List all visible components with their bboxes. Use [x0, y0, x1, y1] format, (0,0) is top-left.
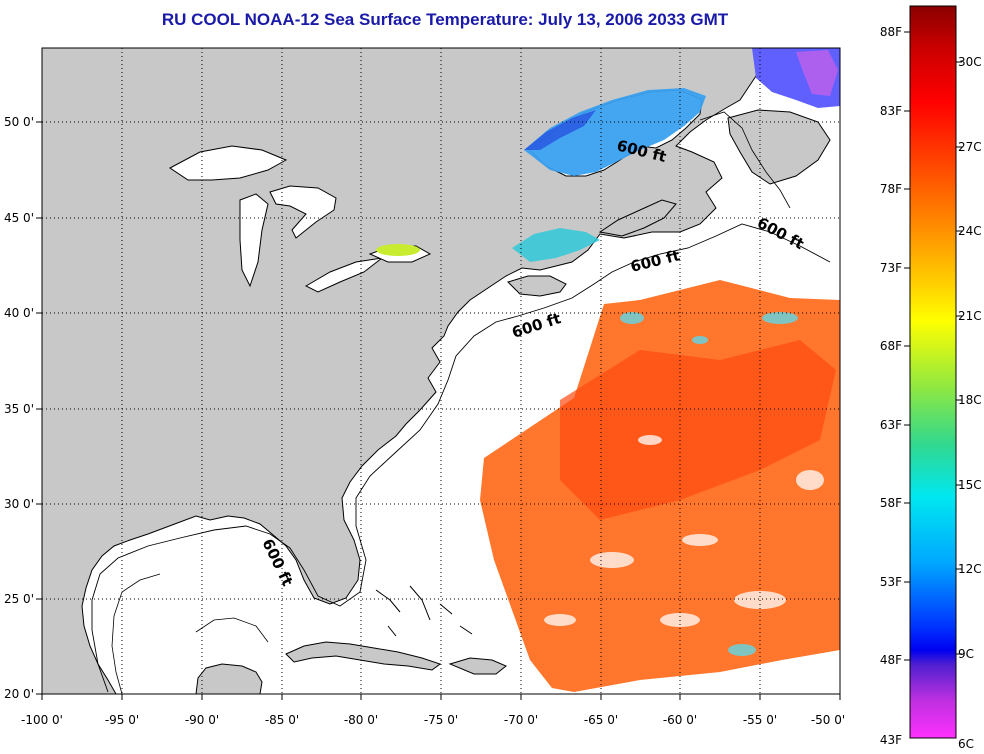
lon-label: -65 0'	[584, 713, 618, 727]
sst-map: -100 0' -95 0' -90 0' -85 0' -80 0' -75 …	[4, 47, 845, 727]
lat-label: 35 0'	[4, 402, 34, 416]
lon-label: -50 0'	[811, 713, 845, 727]
great-lakes	[169, 145, 432, 293]
land-north-america	[41, 47, 761, 695]
colorbar-f-label: 43F	[880, 733, 902, 747]
lon-label: -95 0'	[105, 713, 139, 727]
land-yucatan	[195, 663, 263, 695]
sst-st-lawrence-deep	[524, 110, 596, 150]
sst-st-lawrence	[524, 88, 706, 176]
colorbar-f-label: 48F	[880, 653, 902, 667]
land-hispaniola	[448, 657, 507, 675]
sst-swath-patch	[560, 340, 836, 520]
colorbar-f-label: 63F	[880, 418, 902, 432]
sst-gulf-maine	[512, 228, 600, 262]
colorbar-c-label: 6C	[958, 737, 974, 751]
colorbar-c-label: 21C	[958, 309, 982, 323]
lat-label: 45 0'	[4, 211, 34, 225]
colorbar-c-label: 24C	[958, 224, 982, 238]
lon-label: -100 0'	[21, 713, 63, 727]
colorbar-f-label: 83F	[880, 104, 902, 118]
grid-lines	[42, 48, 840, 694]
land-newfoundland	[727, 109, 831, 185]
land-cuba	[285, 641, 442, 671]
colorbar-f-label: 53F	[880, 575, 902, 589]
lon-label: -85 0'	[265, 713, 299, 727]
colorbar-scale	[909, 5, 957, 739]
lat-label: 40 0'	[4, 306, 34, 320]
lon-label: -70 0'	[504, 713, 538, 727]
colorbar-c-label: 30C	[958, 55, 982, 69]
lat-label: 30 0'	[4, 497, 34, 511]
lat-label: 20 0'	[4, 687, 34, 701]
colorbar-c-label: 12C	[958, 562, 982, 576]
lon-label: -60 0'	[663, 713, 697, 727]
tick-marks	[36, 121, 841, 700]
chart-title: RU COOL NOAA-12 Sea Surface Temperature:…	[161, 10, 729, 29]
colorbar-c-label: 15C	[958, 478, 982, 492]
lon-label: -55 0'	[743, 713, 777, 727]
lat-label: 50 0'	[4, 115, 34, 129]
sst-labrador-warm	[796, 50, 838, 96]
colorbar-f-label: 58F	[880, 496, 902, 510]
sst-lake-ontario	[376, 244, 420, 256]
depth-contour-gulf-inner	[111, 573, 269, 695]
depth-contour-labrador	[699, 111, 791, 209]
lon-label: -90 0'	[185, 713, 219, 727]
colorbar-f-label: 78F	[880, 182, 902, 196]
depth-contour-600ft	[91, 223, 831, 693]
colorbar-c-label: 18C	[958, 393, 982, 407]
colorbar-ticks	[904, 31, 962, 661]
land-bahamas	[375, 585, 473, 637]
lat-label: 25 0'	[4, 592, 34, 606]
colorbar-c-label: 9C	[958, 647, 974, 661]
colorbar-f-label: 68F	[880, 339, 902, 353]
lon-label: -75 0'	[424, 713, 458, 727]
lon-label: -80 0'	[344, 713, 378, 727]
sst-cool-spots	[620, 312, 798, 656]
colorbar-f-label: 73F	[880, 261, 902, 275]
colorbar-c-label: 27C	[958, 140, 982, 154]
sst-cloud-gaps	[544, 435, 824, 627]
land-cape-cod	[507, 275, 567, 297]
colorbar-f-label: 88F	[880, 25, 902, 39]
